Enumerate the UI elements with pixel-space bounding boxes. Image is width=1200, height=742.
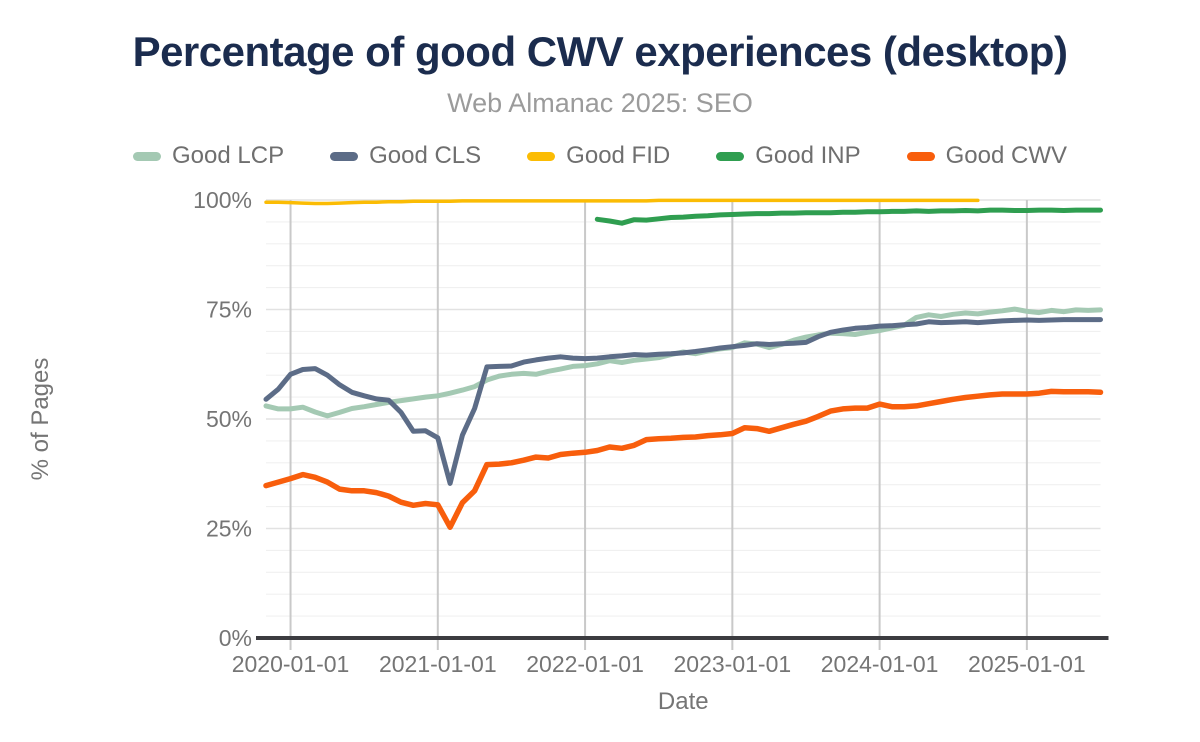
series-line-good-fid [264, 198, 980, 206]
legend-swatch-good-inp-icon [716, 151, 745, 161]
y-tick-label: 100% [193, 187, 252, 213]
legend-swatch-good-lcp-icon [133, 151, 162, 161]
y-tick-label: 50% [206, 406, 252, 432]
legend-label-good-cls: Good CLS [369, 142, 482, 169]
y-tick-label: 75% [206, 297, 252, 323]
legend-swatch-good-cwv-icon [906, 151, 935, 161]
legend-label-good-inp: Good INP [755, 142, 861, 169]
chart-title: Percentage of good CWV experiences (desk… [132, 28, 1068, 75]
x-tick-label: 2021-01-01 [379, 651, 497, 677]
y-tick-label: 0% [219, 625, 252, 651]
y-tick-label: 25% [206, 516, 252, 542]
legend-label-good-fid: Good FID [566, 142, 671, 169]
y-axis-title: % of Pages [27, 358, 54, 481]
x-tick-label: 2020-01-01 [232, 651, 350, 677]
x-tick-label: 2024-01-01 [821, 651, 939, 677]
chart-subtitle: Web Almanac 2025: SEO [447, 88, 753, 118]
legend: Good LCP Good CLS Good FID Good INP Good… [0, 141, 1200, 171]
x-tick-label: 2022-01-01 [526, 651, 644, 677]
x-tick-label: 2025-01-01 [968, 651, 1086, 677]
legend-item-good-fid: Good FID [527, 142, 670, 170]
legend-item-good-inp: Good INP [716, 142, 861, 170]
legend-swatch-good-fid-icon [527, 151, 556, 161]
legend-item-good-cls: Good CLS [330, 142, 481, 170]
legend-label-good-cwv: Good CWV [945, 142, 1067, 169]
legend-swatch-good-cls-icon [330, 151, 359, 161]
series-line-good-inp [594, 207, 1103, 226]
legend-item-good-cwv: Good CWV [906, 142, 1067, 170]
x-axis-title: Date [658, 688, 709, 715]
series-line-good-cls [263, 317, 1103, 486]
legend-item-good-lcp: Good LCP [133, 142, 284, 170]
x-tick-label: 2023-01-01 [674, 651, 792, 677]
legend-label-good-lcp: Good LCP [172, 142, 285, 169]
series-line-good-cwv [263, 388, 1104, 530]
